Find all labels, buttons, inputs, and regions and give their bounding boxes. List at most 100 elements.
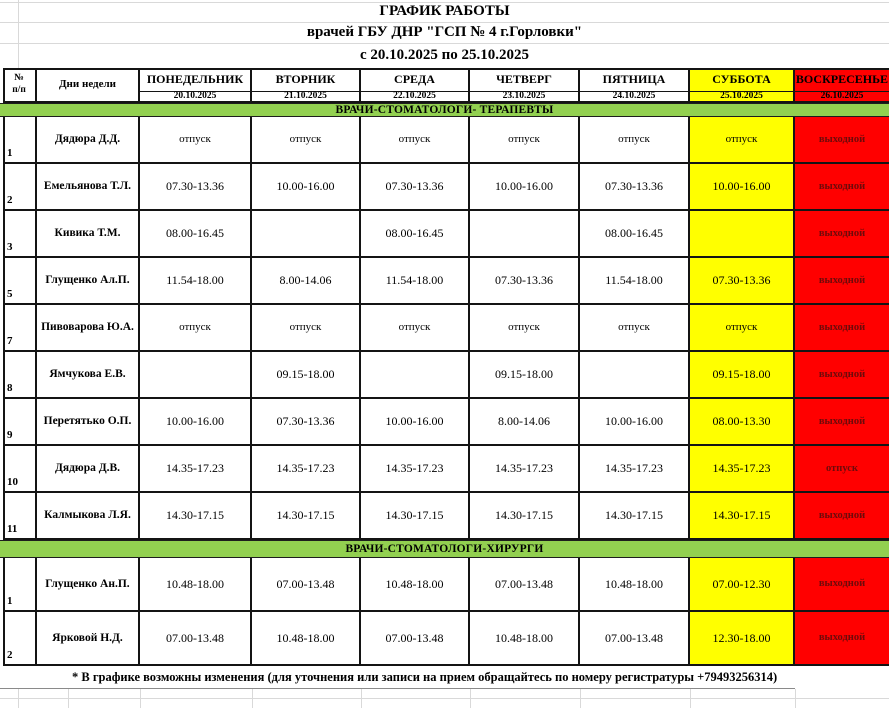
schedule-cell-tuesday: 10.48-18.00 [252, 612, 361, 666]
schedule-cell-wednesday: 11.54-18.00 [361, 258, 470, 305]
grid-line [252, 689, 253, 708]
schedule-cell-sunday: выходной [795, 258, 889, 305]
day-header-wednesday: СРЕДА 22.10.2025 [361, 68, 470, 103]
page-title: ГРАФИК РАБОТЫ [379, 3, 510, 19]
grid-line [0, 698, 889, 699]
doctor-name: Глущенко Ал.П. [37, 258, 140, 305]
schedule-cell-sunday: выходной [795, 305, 889, 352]
schedule-cell-wednesday: 07.30-13.36 [361, 164, 470, 211]
schedule-cell-monday: 10.00-16.00 [140, 399, 252, 446]
schedule-cell-wednesday: 14.30-17.15 [361, 493, 470, 540]
schedule-cell-tuesday: 10.00-16.00 [252, 164, 361, 211]
schedule-cell-tuesday: отпуск [252, 117, 361, 164]
schedule-cell-saturday: 14.35-17.23 [690, 446, 795, 493]
schedule-cell-saturday: отпуск [690, 305, 795, 352]
day-date: 24.10.2025 [580, 91, 688, 101]
day-header-friday: ПЯТНИЦА 24.10.2025 [580, 68, 690, 103]
schedule-cell-saturday: 09.15-18.00 [690, 352, 795, 399]
schedule-cell-friday: 07.00-13.48 [580, 612, 690, 666]
grid-line [68, 689, 69, 708]
row-number: 1 [3, 558, 37, 612]
schedule-cell-monday: 07.30-13.36 [140, 164, 252, 211]
day-header-saturday: СУББОТА 25.10.2025 [690, 68, 795, 103]
day-name: ВОСКРЕСЕНЬЕ [795, 72, 889, 87]
days-of-week-header: Дни недели [37, 68, 140, 103]
schedule-cell-monday: 07.00-13.48 [140, 612, 252, 666]
day-name: ЧЕТВЕРГ [496, 72, 552, 87]
row-number: 9 [3, 399, 37, 446]
doctor-name: Ярковой Н.Д. [37, 612, 140, 666]
schedule-cell-friday [580, 352, 690, 399]
row-number: 2 [3, 612, 37, 666]
row-number-header-line: № [14, 72, 24, 83]
schedule-cell-saturday: 07.30-13.36 [690, 258, 795, 305]
schedule-cell-monday: 14.30-17.15 [140, 493, 252, 540]
schedule-cell-friday: 11.54-18.00 [580, 258, 690, 305]
grid-line [140, 689, 141, 708]
row-number: 8 [3, 352, 37, 399]
day-name: СРЕДА [394, 72, 435, 87]
schedule-cell-friday: 10.00-16.00 [580, 399, 690, 446]
schedule-cell-saturday: 12.30-18.00 [690, 612, 795, 666]
doctor-name: Глущенко Ан.П. [37, 558, 140, 612]
day-header-thursday: ЧЕТВЕРГ 23.10.2025 [470, 68, 580, 103]
row-number: 11 [3, 493, 37, 540]
grid-line [0, 2, 889, 3]
table-left-border [3, 68, 5, 666]
day-name: ВТОРНИК [275, 72, 336, 87]
schedule-cell-friday: 10.48-18.00 [580, 558, 690, 612]
section-header-surgeons: ВРАЧИ-СТОМАТОЛОГИ-ХИРУРГИ [0, 540, 889, 558]
schedule-cell-saturday: 07.00-12.30 [690, 558, 795, 612]
day-date: 25.10.2025 [690, 91, 793, 101]
schedule-cell-tuesday: 8.00-14.06 [252, 258, 361, 305]
grid-line [361, 689, 362, 708]
schedule-cell-sunday: выходной [795, 211, 889, 258]
schedule-cell-saturday: 10.00-16.00 [690, 164, 795, 211]
row-number: 2 [3, 164, 37, 211]
footer-underline [0, 688, 795, 689]
schedule-cell-wednesday [361, 352, 470, 399]
schedule-cell-thursday: 09.15-18.00 [470, 352, 580, 399]
doctor-name: Кивика Т.М. [37, 211, 140, 258]
row-number: 5 [3, 258, 37, 305]
schedule-cell-monday: 08.00-16.45 [140, 211, 252, 258]
date-range: с 20.10.2025 по 25.10.2025 [359, 47, 530, 63]
row-number: 7 [3, 305, 37, 352]
doctor-name: Емельянова Т.Л. [37, 164, 140, 211]
grid-line [0, 43, 889, 44]
schedule-cell-sunday: выходной [795, 352, 889, 399]
doctor-name: Пивоварова Ю.А. [37, 305, 140, 352]
doctor-name: Дядюра Д.Д. [37, 117, 140, 164]
grid-line [18, 0, 19, 68]
schedule-cell-saturday: 08.00-13.30 [690, 399, 795, 446]
schedule-cell-thursday: 10.00-16.00 [470, 164, 580, 211]
schedule-cell-thursday: 07.00-13.48 [470, 558, 580, 612]
schedule-cell-monday: отпуск [140, 305, 252, 352]
day-name: ПОНЕДЕЛЬНИК [146, 72, 244, 87]
doctor-name: Ямчукова Е.В. [37, 352, 140, 399]
row-number-header-line: п/п [12, 84, 26, 95]
day-header-sunday: ВОСКРЕСЕНЬЕ 26.10.2025 [795, 68, 889, 103]
row-number: 3 [3, 211, 37, 258]
schedule-cell-sunday: выходной [795, 399, 889, 446]
schedule-cell-thursday: 8.00-14.06 [470, 399, 580, 446]
day-date: 22.10.2025 [361, 91, 468, 101]
schedule-cell-wednesday: 10.00-16.00 [361, 399, 470, 446]
doctor-name: Дядюра Д.В. [37, 446, 140, 493]
row-number: 1 [3, 117, 37, 164]
table-top-border [3, 68, 889, 70]
grid-line [470, 689, 471, 708]
schedule-cell-thursday: отпуск [470, 117, 580, 164]
schedule-cell-tuesday: 07.30-13.36 [252, 399, 361, 446]
schedule-cell-friday: 07.30-13.36 [580, 164, 690, 211]
schedule-cell-monday: 11.54-18.00 [140, 258, 252, 305]
schedule-cell-sunday: выходной [795, 612, 889, 666]
schedule-cell-friday: отпуск [580, 117, 690, 164]
day-name: СУББОТА [712, 72, 771, 87]
schedule-cell-tuesday: отпуск [252, 305, 361, 352]
schedule-cell-sunday: выходной [795, 164, 889, 211]
day-header-tuesday: ВТОРНИК 21.10.2025 [252, 68, 361, 103]
schedule-cell-tuesday: 14.30-17.15 [252, 493, 361, 540]
schedule-cell-monday: 10.48-18.00 [140, 558, 252, 612]
